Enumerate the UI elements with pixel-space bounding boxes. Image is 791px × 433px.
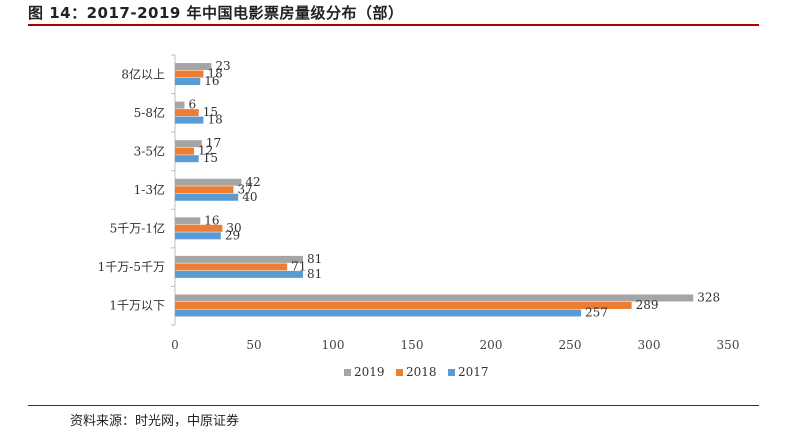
category-label: 5千万-1亿 <box>110 221 165 236</box>
data-label-2019: 16 <box>204 213 219 227</box>
x-tick-label: 0 <box>171 338 179 352</box>
bar-2019 <box>175 217 201 225</box>
bar-2018 <box>175 147 194 155</box>
bar-2019 <box>175 255 303 263</box>
x-tick-label: 200 <box>480 338 503 352</box>
category-label: 1千万-5千万 <box>98 260 165 274</box>
bar-2019 <box>175 294 694 302</box>
bar-2018 <box>175 109 199 117</box>
data-label-2018: 12 <box>198 144 213 158</box>
bar-2019 <box>175 101 185 109</box>
figure-title: 图 14：2017-2019 年中国电影票房量级分布（部） <box>28 4 404 22</box>
data-label-2017: 15 <box>203 151 218 165</box>
data-label-2018: 18 <box>207 67 222 81</box>
bar-2017 <box>175 155 199 163</box>
bar-2019 <box>175 140 202 148</box>
bar-2017 <box>175 116 204 124</box>
category-label: 1-3亿 <box>134 182 165 197</box>
data-label-2017: 29 <box>225 228 240 242</box>
x-tick-label: 150 <box>401 338 424 352</box>
bar-2018 <box>175 70 204 78</box>
legend-label-2018: 2018 <box>406 365 437 379</box>
data-label-2018: 30 <box>226 221 241 235</box>
legend-swatch-2018 <box>396 369 403 376</box>
data-label-2018: 71 <box>291 259 306 273</box>
data-label-2017: 257 <box>585 305 608 319</box>
data-label-2019: 81 <box>307 252 322 266</box>
legend-swatch-2017 <box>448 369 455 376</box>
title-divider <box>28 24 759 26</box>
data-label-2019: 6 <box>188 98 196 112</box>
bar-2017 <box>175 309 582 317</box>
legend-swatch-2019 <box>344 369 351 376</box>
bar-2018 <box>175 301 632 309</box>
legend-label-2019: 2019 <box>354 365 385 379</box>
data-label-2017: 40 <box>242 190 257 204</box>
bar-2017 <box>175 78 201 86</box>
x-tick-label: 250 <box>559 338 582 352</box>
data-label-2017: 18 <box>207 113 222 127</box>
category-label: 3-5亿 <box>134 143 165 158</box>
category-label: 5-8亿 <box>134 105 165 120</box>
x-tick-label: 300 <box>638 338 661 352</box>
bar-2017 <box>175 232 221 240</box>
x-tick-label: 350 <box>717 338 740 352</box>
data-label-2019: 42 <box>245 175 260 189</box>
data-label-2019: 328 <box>697 290 720 304</box>
bar-2018 <box>175 263 288 271</box>
bar-2019 <box>175 63 212 71</box>
x-tick-label: 50 <box>246 338 261 352</box>
bar-2018 <box>175 224 223 232</box>
bar-2017 <box>175 193 239 201</box>
data-label-2019: 23 <box>215 59 230 73</box>
bar-2018 <box>175 186 234 194</box>
bar-2017 <box>175 270 303 278</box>
source-note: 资料来源：时光网，中原证券 <box>70 414 240 429</box>
footer-divider <box>28 405 759 406</box>
bar-2019 <box>175 178 242 186</box>
category-label: 8亿以上 <box>121 66 165 81</box>
data-label-2017: 81 <box>307 267 322 281</box>
data-label-2018: 15 <box>203 105 218 119</box>
data-label-2018: 289 <box>636 298 659 312</box>
data-label-2019: 17 <box>206 136 221 150</box>
legend-label-2017: 2017 <box>458 365 489 379</box>
category-label: 1千万以下 <box>109 299 165 313</box>
data-label-2018: 37 <box>237 182 252 196</box>
x-tick-label: 100 <box>322 338 345 352</box>
data-label-2017: 16 <box>204 74 219 88</box>
